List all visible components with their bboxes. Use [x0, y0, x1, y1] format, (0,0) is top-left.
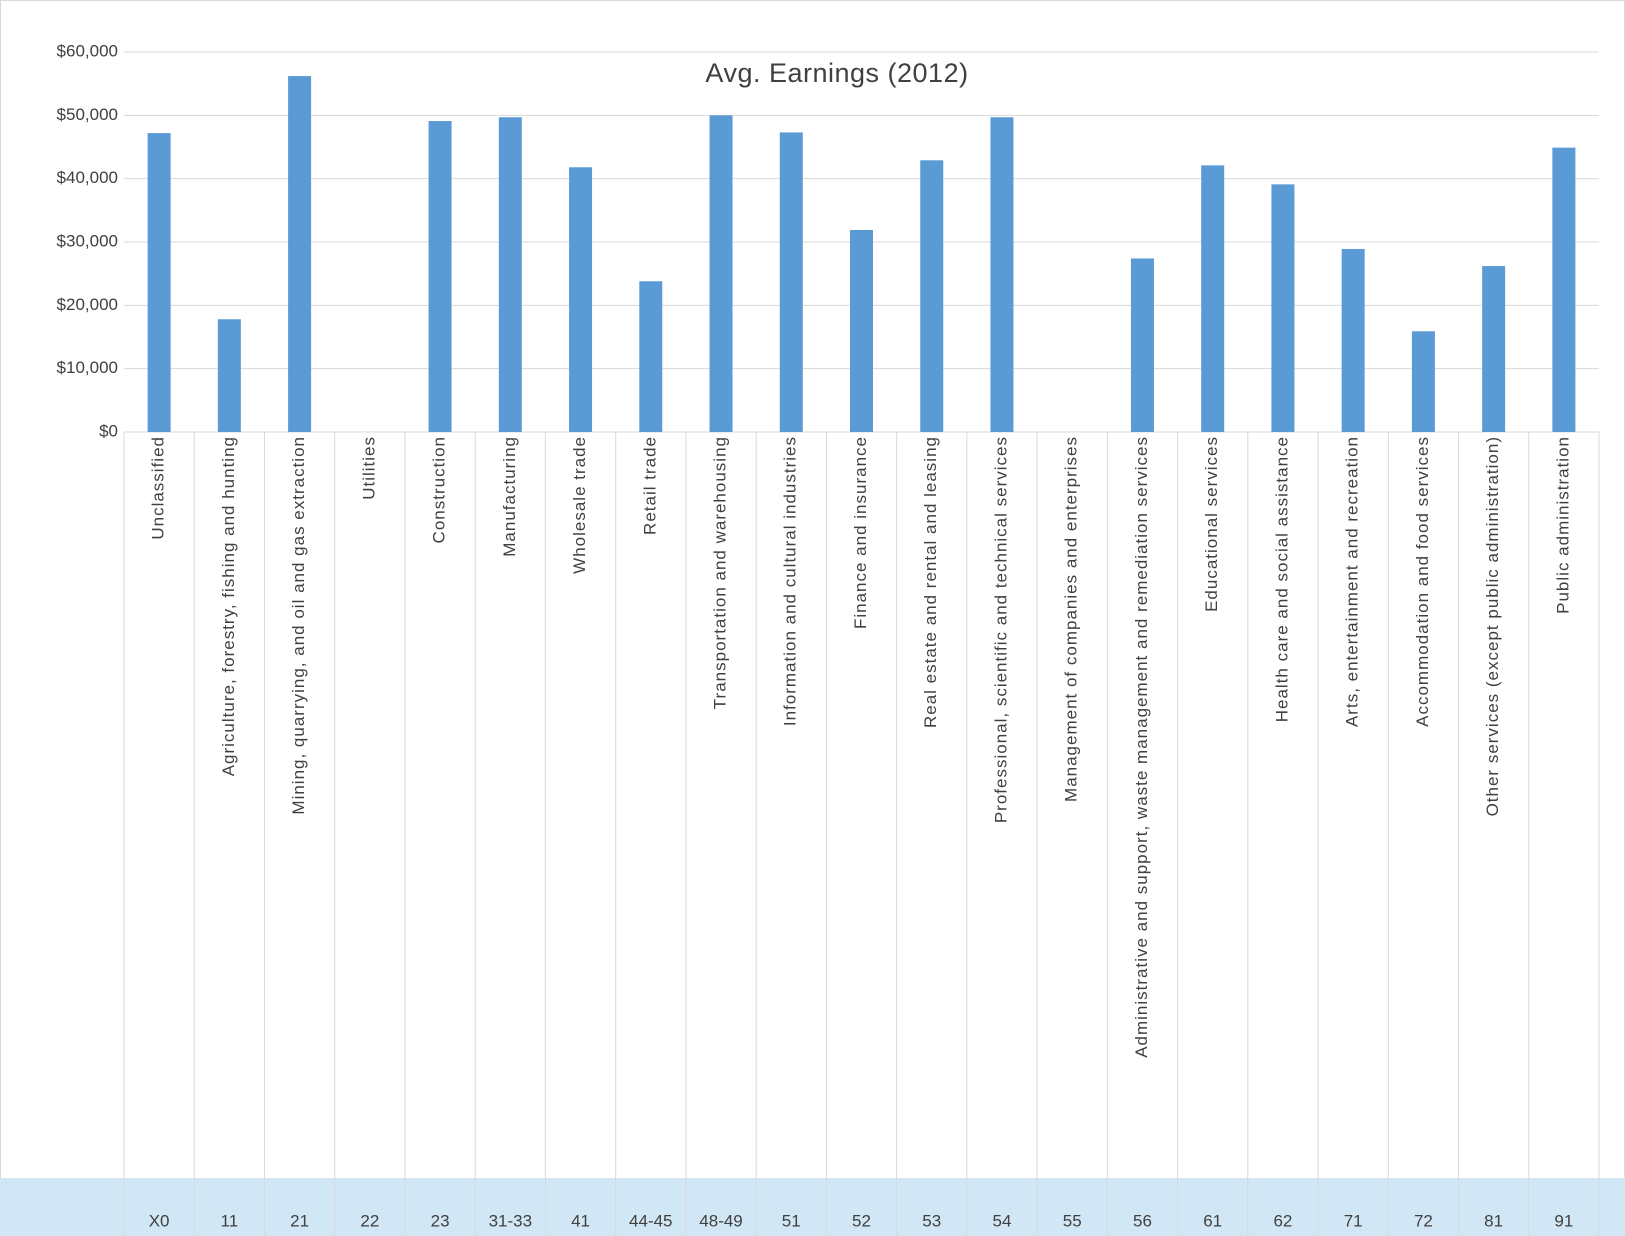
bar — [1482, 266, 1506, 432]
x-tick-label: Information and cultural industries — [781, 436, 800, 726]
x-tick-label: Accommodation and food services — [1413, 436, 1432, 727]
x-tick-label: Public administration — [1553, 436, 1572, 614]
bar — [498, 117, 522, 432]
category-code: 81 — [1484, 1211, 1503, 1230]
x-tick-label: Mining, quarrying, and oil and gas extra… — [289, 436, 308, 815]
x-tick-label: Unclassified — [149, 436, 168, 540]
category-code: 23 — [431, 1211, 450, 1230]
x-tick-label: Arts, entertainment and recreation — [1343, 436, 1362, 727]
category-code: 56 — [1133, 1211, 1152, 1230]
x-tick-label: Professional, scientific and technical s… — [991, 436, 1010, 823]
category-code: 51 — [782, 1211, 801, 1230]
category-code: 41 — [571, 1211, 590, 1230]
category-code: 44-45 — [629, 1211, 672, 1230]
x-tick-label: Real estate and rental and leasing — [921, 436, 940, 728]
y-tick-label: $20,000 — [57, 295, 118, 314]
category-code: 72 — [1414, 1211, 1433, 1230]
x-tick-label: Transportation and warehousing — [711, 436, 730, 709]
bar — [569, 167, 593, 432]
code-band — [0, 1178, 1625, 1236]
bar — [428, 121, 452, 433]
category-code: 52 — [852, 1211, 871, 1230]
bar — [1130, 258, 1154, 432]
y-tick-label: $0 — [99, 421, 118, 440]
x-tick-label: Agriculture, forestry, fishing and hunti… — [219, 436, 238, 776]
x-tick-label: Manufacturing — [500, 436, 519, 557]
bar — [639, 281, 663, 432]
bar — [850, 229, 873, 432]
chart-title: Avg. Earnings (2012) — [705, 58, 968, 88]
x-tick-label: Wholesale trade — [570, 436, 589, 574]
x-tick-label: Construction — [430, 436, 449, 543]
category-code: X0 — [149, 1211, 170, 1230]
bar — [1411, 331, 1435, 432]
bar — [779, 132, 803, 432]
x-tick-label: Health care and social assistance — [1272, 436, 1291, 722]
bar — [1552, 147, 1576, 432]
bar — [1341, 248, 1365, 432]
bar — [1201, 165, 1225, 432]
category-code: 54 — [993, 1211, 1012, 1230]
category-code: 22 — [360, 1211, 379, 1230]
x-tick-label: Utilities — [359, 436, 378, 500]
category-code: 31-33 — [489, 1211, 532, 1230]
category-code: 61 — [1203, 1211, 1222, 1230]
x-tick-label: Finance and insurance — [851, 436, 870, 629]
x-tick-label: Retail trade — [640, 436, 659, 535]
y-tick-label: $60,000 — [57, 41, 118, 60]
category-code: 91 — [1554, 1211, 1573, 1230]
category-code: 62 — [1273, 1211, 1292, 1230]
y-tick-label: $40,000 — [57, 168, 118, 187]
category-code: 11 — [221, 1211, 239, 1230]
bar — [709, 115, 733, 432]
bar — [990, 117, 1014, 432]
bar — [920, 160, 944, 433]
y-tick-label: $30,000 — [57, 231, 118, 250]
bar — [1271, 184, 1295, 432]
bar — [217, 319, 241, 432]
category-code: 21 — [290, 1211, 309, 1230]
category-code: 53 — [922, 1211, 941, 1230]
bar — [288, 76, 312, 433]
bar — [147, 133, 171, 433]
x-tick-label: Other services (except public administra… — [1483, 436, 1502, 816]
category-code: 71 — [1344, 1211, 1363, 1230]
category-code: 55 — [1063, 1211, 1082, 1230]
y-tick-label: $10,000 — [57, 358, 118, 377]
x-tick-label: Administrative and support, waste manage… — [1132, 436, 1151, 1058]
y-tick-label: $50,000 — [57, 105, 118, 124]
category-code: 48-49 — [699, 1211, 742, 1230]
x-tick-label: Management of companies and enterprises — [1062, 436, 1081, 802]
x-tick-label: Educational services — [1202, 436, 1221, 612]
